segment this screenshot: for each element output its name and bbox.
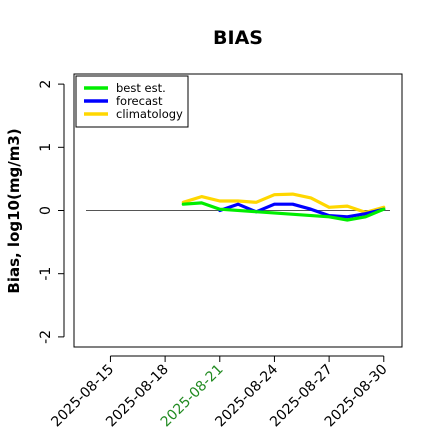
series-line-climatology bbox=[181, 192, 386, 214]
y-axis-label: Bias, log10(mg/m3) bbox=[5, 128, 23, 293]
plot-frame bbox=[73, 73, 403, 348]
y-tick-label: 1 bbox=[38, 143, 54, 152]
chart-title: BIAS bbox=[213, 27, 263, 49]
y-tick-label: -2 bbox=[38, 330, 54, 344]
series-line-best-est bbox=[181, 201, 386, 222]
legend-label: forecast bbox=[116, 94, 163, 108]
y-tick-label: -1 bbox=[38, 267, 54, 281]
legend-label: climatology bbox=[116, 107, 183, 121]
series-line-forecast bbox=[218, 202, 386, 219]
y-tick-label: 2 bbox=[38, 80, 54, 89]
y-tick-label: 0 bbox=[38, 206, 54, 215]
legend-label: best est. bbox=[116, 81, 166, 95]
